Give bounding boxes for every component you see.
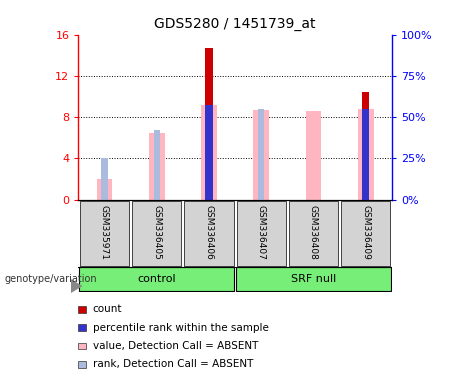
Polygon shape <box>71 279 83 293</box>
Text: GSM336406: GSM336406 <box>205 205 213 260</box>
Text: count: count <box>93 304 122 314</box>
Title: GDS5280 / 1451739_at: GDS5280 / 1451739_at <box>154 17 316 31</box>
Bar <box>184 201 234 266</box>
Text: GSM336408: GSM336408 <box>309 205 318 260</box>
Bar <box>97 179 112 200</box>
Bar <box>362 109 369 200</box>
Bar <box>236 201 286 266</box>
Bar <box>289 201 338 266</box>
Bar <box>78 343 86 349</box>
Bar <box>201 105 217 200</box>
Bar <box>306 111 321 200</box>
Bar <box>341 201 390 266</box>
Bar <box>362 93 369 200</box>
Text: GSM336405: GSM336405 <box>152 205 161 260</box>
Bar <box>149 132 165 200</box>
Text: value, Detection Call = ABSENT: value, Detection Call = ABSENT <box>93 341 258 351</box>
Text: percentile rank within the sample: percentile rank within the sample <box>93 323 269 333</box>
Text: GSM335971: GSM335971 <box>100 205 109 260</box>
Bar <box>80 201 129 266</box>
Text: GSM336409: GSM336409 <box>361 205 370 260</box>
Text: SRF null: SRF null <box>291 274 336 284</box>
Text: genotype/variation: genotype/variation <box>5 274 97 284</box>
Bar <box>254 110 269 200</box>
Text: GSM336407: GSM336407 <box>257 205 266 260</box>
Bar <box>154 129 160 200</box>
Bar <box>132 201 181 266</box>
Bar <box>78 306 86 313</box>
Bar <box>78 324 86 331</box>
Text: rank, Detection Call = ABSENT: rank, Detection Call = ABSENT <box>93 359 253 369</box>
Bar <box>101 159 107 200</box>
Text: control: control <box>137 274 176 284</box>
Bar <box>205 105 213 200</box>
Bar <box>358 109 373 200</box>
Bar <box>205 48 213 200</box>
Bar <box>258 109 264 200</box>
Bar <box>79 267 234 291</box>
Bar <box>236 267 391 291</box>
Bar <box>78 361 86 368</box>
